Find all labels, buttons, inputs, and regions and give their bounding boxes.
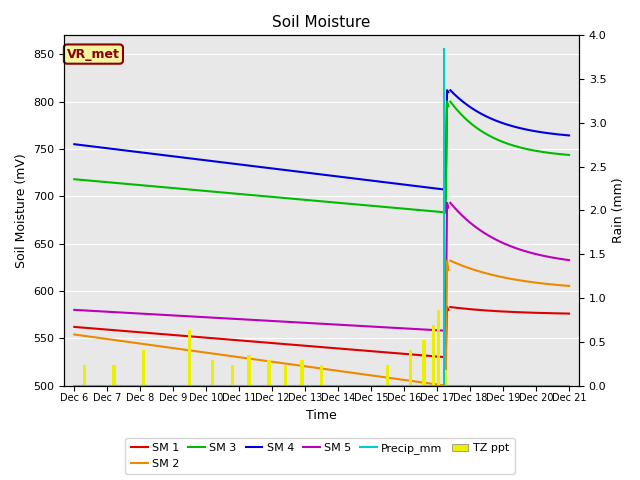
- Title: Soil Moisture: Soil Moisture: [273, 15, 371, 30]
- Bar: [444, 371, 447, 385]
- Bar: [437, 310, 440, 385]
- Bar: [231, 365, 234, 385]
- Bar: [268, 360, 271, 385]
- Bar: [142, 350, 145, 385]
- Bar: [443, 48, 445, 385]
- Bar: [320, 365, 323, 385]
- Bar: [112, 365, 116, 385]
- Bar: [83, 365, 86, 385]
- Y-axis label: Rain (mm): Rain (mm): [612, 178, 625, 243]
- Bar: [248, 355, 251, 385]
- X-axis label: Time: Time: [307, 409, 337, 422]
- Y-axis label: Soil Moisture (mV): Soil Moisture (mV): [15, 153, 28, 268]
- Legend: SM 1, SM 2, SM 3, SM 4, SM 5, Precip_mm, TZ ppt: SM 1, SM 2, SM 3, SM 4, SM 5, Precip_mm,…: [125, 438, 515, 474]
- Bar: [432, 325, 435, 385]
- Bar: [211, 360, 214, 385]
- Bar: [422, 340, 426, 385]
- Bar: [284, 365, 287, 385]
- Bar: [300, 360, 303, 385]
- Bar: [409, 350, 412, 385]
- Bar: [188, 330, 191, 385]
- Text: VR_met: VR_met: [67, 48, 120, 60]
- Bar: [386, 365, 389, 385]
